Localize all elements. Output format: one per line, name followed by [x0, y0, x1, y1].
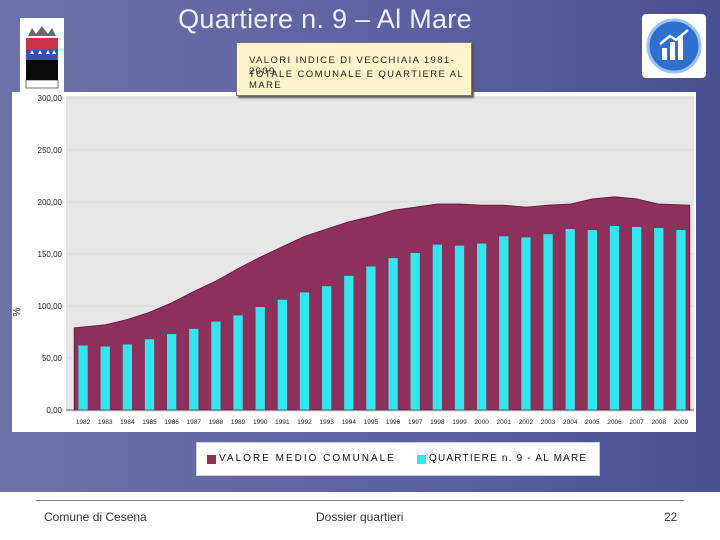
area-series-comunale — [73, 196, 691, 411]
x-tick-label: 2005 — [585, 419, 600, 426]
slide-title: Quartiere n. 9 – Al Mare — [178, 4, 472, 34]
bar-quartiere — [410, 252, 420, 410]
x-tick-label: 1990 — [253, 419, 268, 426]
bar-quartiere — [654, 228, 664, 410]
chart-subtitle: TOTALE COMUNALE E QUARTIERE AL MARE — [249, 69, 464, 91]
y-tick-label: 0,00 — [46, 406, 62, 415]
legend-label-comunale: VALORE MEDIO COMUNALE — [219, 453, 396, 464]
bar-quartiere — [189, 328, 199, 410]
bar-quartiere — [122, 344, 133, 410]
page-number: 22 — [664, 510, 678, 524]
x-tick-label: 1991 — [275, 419, 290, 426]
bar-quartiere — [565, 229, 575, 410]
bar-quartiere — [476, 243, 487, 410]
footer-left: Comune di Cesena — [44, 510, 147, 524]
y-axis-label: % — [12, 307, 23, 316]
x-tick-label: 1999 — [452, 419, 467, 426]
x-tick-label: 1992 — [297, 419, 312, 426]
bar-quartiere — [166, 334, 177, 410]
x-tick-label: 2009 — [674, 419, 689, 426]
bar-quartiere — [211, 321, 221, 410]
bar-quartiere — [366, 266, 376, 410]
bar-chart-icon — [646, 18, 702, 74]
chart-title: VALORI INDICE DI VECCHIAIA 1981-2009 — [249, 55, 456, 77]
x-tick-label: 2001 — [497, 419, 512, 426]
x-tick-label: 2000 — [474, 419, 489, 426]
x-tick-label: 2006 — [607, 419, 622, 426]
chart-legend: VALORE MEDIO COMUNALE QUARTIERE n. 9 - A… — [196, 442, 600, 476]
bar-quartiere — [321, 286, 332, 410]
bar-quartiere — [78, 345, 88, 410]
bar-quartiere — [100, 346, 110, 410]
legend-label-quartiere: QUARTIERE n. 9 - AL MARE — [429, 453, 588, 464]
statistics-logo — [642, 14, 706, 78]
x-tick-label: 1989 — [231, 419, 246, 426]
y-tick-label: 150,00 — [38, 250, 63, 259]
x-tick-label: 1988 — [209, 419, 224, 426]
bar-quartiere — [499, 236, 509, 410]
bar-quartiere — [521, 237, 531, 410]
bar-quartiere — [609, 225, 620, 410]
x-tick-label: 1996 — [386, 419, 401, 426]
legend-swatch-comunale — [207, 455, 216, 464]
bar-quartiere — [454, 245, 465, 410]
chart-title-box: VALORI INDICE DI VECCHIAIA 1981-2009 TOT… — [236, 42, 472, 96]
bar-quartiere — [432, 244, 443, 410]
x-tick-label: 1983 — [98, 419, 113, 426]
x-tick-label: 2007 — [629, 419, 644, 426]
x-tick-label: 2002 — [519, 419, 534, 426]
legend-swatch-quartiere — [417, 455, 426, 464]
x-tick-label: 1998 — [430, 419, 445, 426]
x-tick-label: 2008 — [652, 419, 667, 426]
x-tick-label: 1984 — [120, 419, 135, 426]
x-tick-label: 1987 — [187, 419, 202, 426]
y-tick-label: 100,00 — [38, 302, 63, 311]
bar-quartiere — [233, 315, 243, 410]
x-tick-label: 1995 — [364, 419, 379, 426]
x-tick-label: 2004 — [563, 419, 578, 426]
y-tick-label: 300,00 — [38, 94, 63, 103]
x-tick-label: 2003 — [541, 419, 556, 426]
bar-quartiere — [344, 275, 354, 410]
x-tick-label: 1982 — [76, 419, 91, 426]
x-tick-label: 1997 — [408, 419, 423, 426]
bar-quartiere — [587, 230, 598, 410]
x-tick-label: 1986 — [164, 419, 179, 426]
bar-quartiere — [676, 230, 686, 410]
bar-quartiere — [144, 339, 155, 410]
x-tick-label: 1993 — [319, 419, 334, 426]
bar-quartiere — [277, 299, 288, 410]
y-tick-label: 200,00 — [38, 198, 63, 207]
bar-quartiere — [255, 307, 265, 410]
bar-quartiere — [543, 234, 553, 410]
x-tick-label: 1985 — [142, 419, 157, 426]
y-tick-label: 250,00 — [38, 146, 63, 155]
footer-center: Dossier quartieri — [316, 510, 404, 524]
y-tick-label: 50,00 — [42, 354, 63, 363]
x-tick-label: 1994 — [342, 419, 357, 426]
footer-divider — [36, 500, 684, 501]
bar-quartiere — [299, 292, 310, 410]
bar-quartiere — [631, 226, 642, 410]
city-crest-icon — [20, 18, 64, 96]
bar-quartiere — [388, 258, 398, 410]
